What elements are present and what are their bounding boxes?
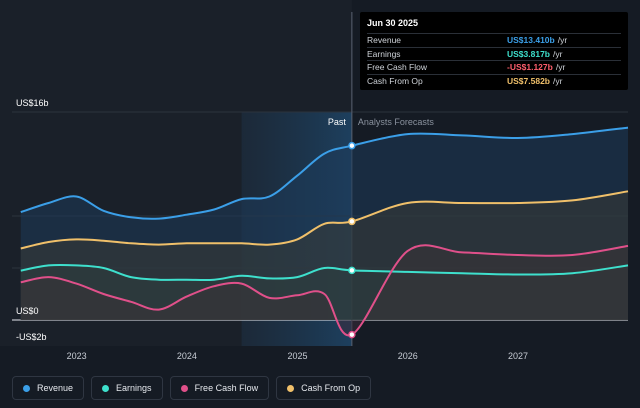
tooltip-value: US$13.410b bbox=[507, 35, 555, 45]
earnings-line bbox=[20, 263, 629, 281]
forecast-label: Analysts Forecasts bbox=[358, 117, 435, 127]
legend-earnings-button[interactable]: Earnings bbox=[91, 376, 163, 400]
legend-free-cash-flow-button[interactable]: Free Cash Flow bbox=[169, 376, 270, 400]
legend-label: Cash From Op bbox=[301, 383, 361, 393]
tooltip-unit: /yr bbox=[557, 35, 568, 45]
free-cash-flow-marker bbox=[348, 330, 356, 339]
tooltip-unit: /yr bbox=[553, 75, 563, 86]
cash-from-op-marker bbox=[348, 217, 356, 226]
y-tick-label: -US$2b bbox=[16, 332, 47, 342]
legend-label: Revenue bbox=[37, 383, 74, 393]
legend-dot-icon bbox=[180, 384, 188, 392]
chart-legend: Revenue Earnings Free Cash Flow Cash From O… bbox=[12, 376, 372, 400]
financial-chart: US$16b US$0 -US$2b 2023 2024 2025 2026 2027 Pa… bbox=[12, 12, 629, 361]
tooltip-row: Free Cash Flow -US$1.127b/yr bbox=[367, 60, 621, 74]
legend-dot-icon bbox=[102, 384, 110, 392]
tooltip-date: Jun 30 2025 bbox=[367, 18, 419, 28]
x-tick-label: 2023 bbox=[67, 351, 87, 361]
earnings-marker bbox=[348, 266, 356, 275]
tooltip-value: US$7.582b bbox=[507, 75, 550, 86]
legend-revenue-button[interactable]: Revenue bbox=[12, 376, 85, 400]
legend-label: Earnings bbox=[116, 383, 152, 393]
legend-label: Free Cash Flow bbox=[194, 383, 259, 393]
y-tick-label: US$16b bbox=[16, 98, 49, 108]
legend-dot-icon bbox=[287, 384, 295, 392]
tooltip-label: Earnings bbox=[367, 48, 401, 59]
past-label: Past bbox=[328, 117, 347, 127]
tooltip-value: US$3.817b bbox=[507, 48, 550, 59]
revenue-line bbox=[20, 126, 629, 220]
tooltip-row: Cash From Op US$7.582b/yr bbox=[367, 73, 621, 88]
tooltip-unit: /yr bbox=[555, 62, 566, 72]
hover-tooltip: Jun 30 2025 Revenue US$13.410b/yr Earnings… bbox=[360, 12, 628, 90]
legend-cash-from-op-button[interactable]: Cash From Op bbox=[276, 376, 372, 400]
y-tick-label: US$0 bbox=[16, 306, 39, 316]
tooltip-label: Revenue bbox=[367, 35, 402, 45]
x-tick-label: 2027 bbox=[508, 351, 528, 361]
tooltip-row: Revenue US$13.410b/yr bbox=[367, 33, 621, 47]
cash-from-op-line bbox=[20, 190, 629, 250]
x-tick-label: 2026 bbox=[398, 351, 418, 361]
tooltip-label: Free Cash Flow bbox=[367, 62, 427, 72]
x-tick-label: 2025 bbox=[287, 351, 307, 361]
tooltip-unit: /yr bbox=[553, 48, 563, 59]
cash-from-op-area bbox=[20, 191, 628, 320]
revenue-marker bbox=[348, 141, 356, 150]
legend-dot-icon bbox=[23, 384, 30, 392]
tooltip-label: Cash From Op bbox=[367, 75, 423, 86]
x-tick-label: 2024 bbox=[177, 351, 197, 361]
tooltip-value: -US$1.127b bbox=[507, 62, 553, 72]
tooltip-row: Earnings US$3.817b/yr bbox=[367, 46, 621, 61]
free-cash-flow-line bbox=[20, 244, 629, 337]
